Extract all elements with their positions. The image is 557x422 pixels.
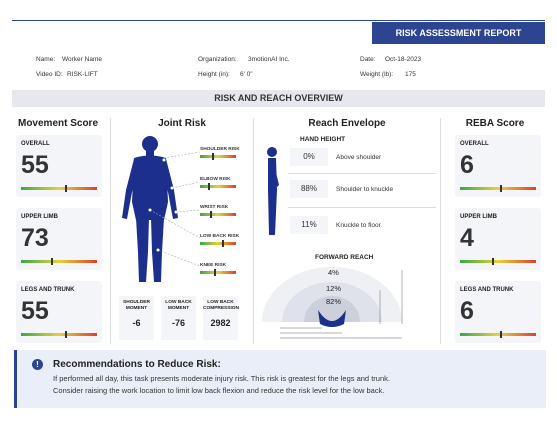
card-label: LEGS AND TRUNK <box>460 287 514 293</box>
card-label: LEGS AND TRUNK <box>21 287 75 293</box>
recommendation-line: Consider raising the work location to li… <box>53 386 385 395</box>
moment-label: LOW BACK COMPRESSION <box>203 300 239 311</box>
gauge-marker <box>208 183 210 190</box>
gauge <box>21 185 97 192</box>
info-value: RISK-LIFT <box>67 71 98 78</box>
info-value: Oct-18-2023 <box>385 56 422 63</box>
gauge-marker <box>222 240 224 247</box>
gauge <box>21 258 97 265</box>
info-label: Name: <box>36 56 56 63</box>
moment-label: LOW BACK MOMENT <box>165 300 192 311</box>
side-figure <box>267 147 279 235</box>
info-label: Video ID: <box>36 71 63 78</box>
subsection-title: HAND HEIGHT <box>300 136 346 143</box>
gauge-marker <box>212 153 214 160</box>
info-value: 3motionAI Inc. <box>248 56 290 63</box>
reach-envelope <box>262 267 403 339</box>
row-rule <box>288 207 436 208</box>
recommendations-title: Recommendations to Reduce Risk: <box>53 359 221 370</box>
row-label: Shoulder to knuckle <box>336 186 394 193</box>
gauge <box>460 185 536 192</box>
score-card: LEGS AND TRUNK 6 <box>455 281 541 343</box>
risk-label: SHOULDER RISK <box>200 147 240 152</box>
info-label: Weight (lb): <box>360 71 394 78</box>
gauge-marker <box>214 269 216 276</box>
card-score: 73 <box>21 224 49 252</box>
column-title: Joint Risk <box>158 118 206 129</box>
divider <box>440 118 441 344</box>
moment-value: -76 <box>171 318 185 328</box>
score-card: OVERALL 55 <box>16 135 102 197</box>
score-card: OVERALL 6 <box>455 135 541 197</box>
card-label: OVERALL <box>21 141 50 147</box>
info-label: Date: <box>360 56 376 63</box>
risk-label: ELBOW RISK <box>200 177 231 182</box>
gauge <box>21 331 97 338</box>
score-card: UPPER LIMB 4 <box>455 208 541 270</box>
score-card: UPPER LIMB 73 <box>16 208 102 270</box>
moment-box: SHOULDER MOMENT -6 <box>119 296 154 340</box>
gauge-marker <box>65 331 67 338</box>
risk-label: WRIST RISK <box>200 205 229 210</box>
info-value: 6' 0" <box>240 71 253 78</box>
report-title: RISK ASSESSMENT REPORT <box>372 22 545 44</box>
divider <box>253 118 254 344</box>
risk-label: LOW BACK RISK <box>200 234 240 239</box>
info-value: 175 <box>405 71 416 78</box>
risk-label: KNEE RISK <box>200 263 227 268</box>
card-score: 55 <box>21 151 49 179</box>
divider <box>110 118 111 344</box>
card-label: OVERALL <box>460 141 489 147</box>
moment-value: 2982 <box>210 318 231 328</box>
column-title: Reach Envelope <box>308 118 386 129</box>
header-rule <box>12 20 545 21</box>
gauge-marker <box>210 211 212 218</box>
column-title: REBA Score <box>465 118 525 129</box>
info-label: Height (in): <box>198 71 230 78</box>
percent-box: 11% <box>290 216 328 234</box>
score-card: LEGS AND TRUNK 55 <box>16 281 102 343</box>
row-label: Above shoulder <box>336 154 382 161</box>
body-figure <box>122 136 201 282</box>
gauge-marker <box>500 331 502 338</box>
reach-percent: 82% <box>326 297 342 306</box>
gauge-marker <box>500 185 502 192</box>
card-score: 6 <box>460 151 474 179</box>
subsection-title: FORWARD REACH <box>315 254 374 261</box>
card-score: 4 <box>460 224 474 252</box>
gauge <box>200 269 236 276</box>
recommendation-line: If performed all day, this task presents… <box>53 374 390 383</box>
gauge <box>460 331 536 338</box>
gauge <box>200 183 236 190</box>
gauge-marker <box>65 185 67 192</box>
row-rule <box>288 173 436 174</box>
gauge-marker <box>492 258 494 265</box>
column-title: Movement Score <box>17 118 99 129</box>
info-label: Organization: <box>198 56 237 63</box>
reach-percent: 4% <box>328 268 339 277</box>
card-score: 55 <box>21 297 49 325</box>
recommendations-box <box>14 350 546 408</box>
reach-percent: 12% <box>326 284 342 293</box>
card-label: UPPER LIMB <box>460 214 498 220</box>
gauge <box>460 258 536 265</box>
info-value: Worker Name <box>62 56 102 63</box>
moment-box: LOW BACK COMPRESSION 2982 <box>203 296 239 340</box>
gauge <box>200 153 236 160</box>
card-label: UPPER LIMB <box>21 214 59 220</box>
percent-box: 88% <box>290 180 328 198</box>
section-title: RISK AND REACH OVERVIEW <box>12 90 545 107</box>
info-icon: ! <box>32 359 43 370</box>
card-score: 6 <box>460 297 474 325</box>
percent-box: 0% <box>290 148 328 166</box>
row-label: Knuckle to floor <box>336 222 381 229</box>
moment-label: SHOULDER MOMENT <box>123 300 150 311</box>
gauge <box>200 240 236 247</box>
moment-box: LOW BACK MOMENT -76 <box>161 296 196 340</box>
moment-value: -6 <box>132 318 141 328</box>
gauge <box>200 211 236 218</box>
gauge-marker <box>51 258 53 265</box>
